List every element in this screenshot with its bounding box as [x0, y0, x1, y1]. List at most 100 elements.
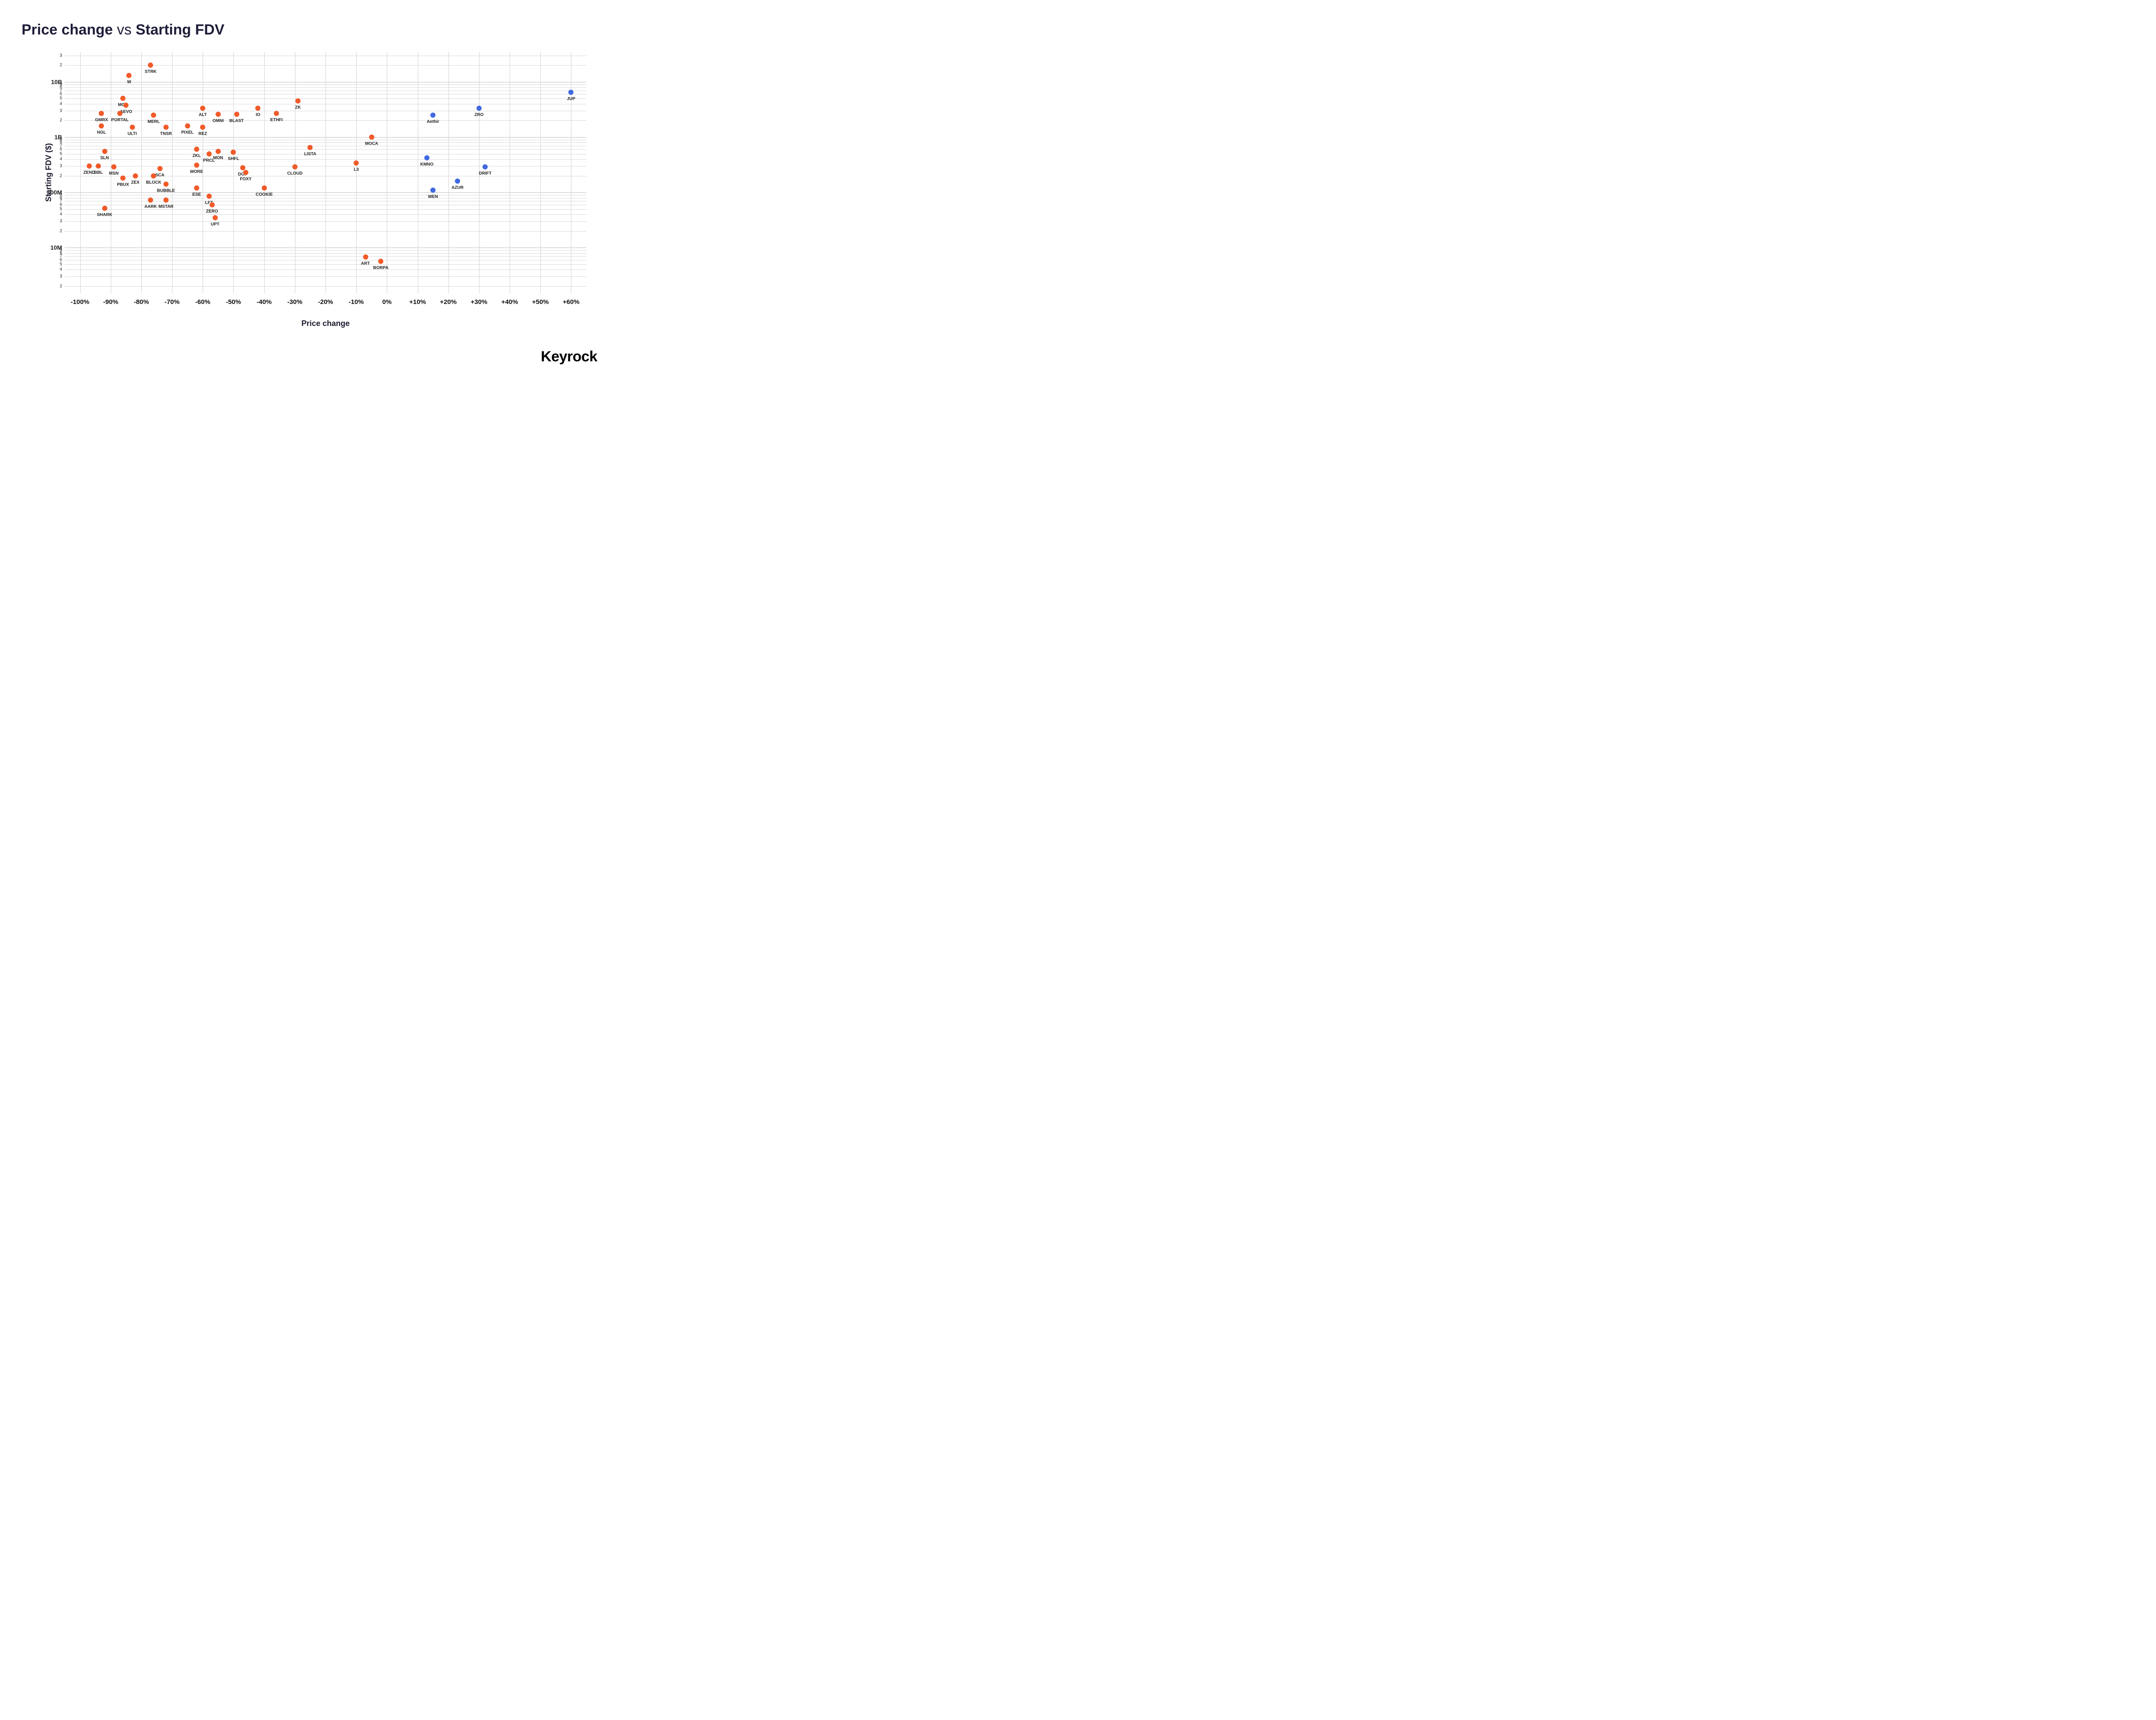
data-point-label: IO [256, 113, 260, 117]
data-point-label: Aethir [427, 119, 439, 124]
y-tick-minor: 3 [60, 53, 62, 58]
data-point [133, 173, 138, 179]
y-tick-minor: 2 [60, 284, 62, 288]
grid-line-vertical [540, 52, 541, 293]
data-point [234, 112, 239, 117]
grid-line-vertical [264, 52, 265, 293]
x-tick-label: +30% [470, 298, 487, 306]
y-tick-minor: 2 [60, 229, 62, 233]
data-point-label: FOXY [240, 177, 251, 182]
data-point-label: ZK [295, 105, 301, 110]
data-point [163, 197, 169, 203]
data-point [151, 113, 156, 118]
x-tick-label: -90% [103, 298, 118, 306]
x-tick-label: -30% [287, 298, 302, 306]
data-point-label: MSN [109, 171, 119, 176]
y-tick-minor: 5 [60, 96, 62, 101]
y-tick-minor: 2 [60, 173, 62, 178]
y-tick-minor: 4 [60, 101, 62, 106]
page-root: Price change vs Starting FDV 23456789234… [0, 0, 617, 387]
grid-line-vertical [141, 52, 142, 293]
data-point [240, 165, 245, 170]
data-point-label: SCA [155, 173, 164, 178]
data-point [120, 96, 125, 101]
data-point [102, 149, 107, 154]
data-point [255, 106, 260, 111]
data-point-label: L3 [354, 167, 359, 172]
y-tick-minor: 3 [60, 163, 62, 168]
data-point [216, 149, 221, 154]
data-point [213, 215, 218, 220]
y-tick-major: 10M [50, 244, 62, 251]
data-point [424, 155, 429, 160]
grid-line-vertical [80, 52, 81, 293]
data-point-label: UPT [211, 222, 219, 227]
data-point [295, 98, 301, 103]
data-point-label: OMNI [213, 119, 224, 123]
x-tick-label: -40% [257, 298, 272, 306]
y-tick-minor: 2 [60, 118, 62, 123]
chart-area: 234567892345678923456789234567892310M100… [65, 52, 586, 293]
grid-line-vertical [233, 52, 234, 293]
data-point-label: REZ [198, 132, 207, 136]
y-tick-minor: 4 [60, 212, 62, 217]
data-point [126, 73, 132, 78]
data-point [151, 173, 156, 179]
data-point [200, 106, 205, 111]
data-point-label: ETHFI [270, 118, 283, 122]
data-point [130, 125, 135, 130]
data-point-label: WEN [428, 194, 438, 199]
data-point [363, 254, 368, 260]
data-point [207, 194, 212, 199]
data-point-label: AZUR [451, 185, 464, 190]
data-point [476, 106, 482, 111]
data-point-label: NGL [97, 130, 106, 135]
x-tick-label: -10% [349, 298, 364, 306]
data-point-label: LISTA [304, 152, 316, 157]
y-tick-minor: 4 [60, 267, 62, 272]
data-point [99, 111, 104, 116]
data-point [455, 179, 460, 184]
data-point [369, 135, 374, 140]
x-tick-label: -20% [318, 298, 333, 306]
data-point [148, 197, 153, 203]
y-tick-major: 1B [54, 134, 62, 141]
data-point-label: PORTAL [111, 118, 128, 122]
title-vs: vs [117, 22, 135, 38]
title-part1: Price change [22, 22, 117, 38]
data-point [96, 163, 101, 169]
data-point-label: GMRX [95, 118, 108, 122]
y-tick-minor: 2 [60, 63, 62, 68]
data-point-label: MERL [147, 119, 160, 124]
data-point-label: MSTAR [158, 204, 173, 209]
scatter-plot: 234567892345678923456789234567892310M100… [65, 52, 586, 293]
data-point-label: SLN [100, 156, 109, 160]
y-tick-minor: 5 [60, 207, 62, 211]
data-point [87, 163, 92, 169]
data-point-label: CLOUD [287, 171, 303, 176]
data-point-label: ZEX [131, 180, 139, 185]
data-point [194, 163, 199, 168]
x-tick-label: +60% [563, 298, 580, 306]
data-point [354, 160, 359, 166]
data-point [430, 113, 436, 118]
data-point-label: MOCA [365, 141, 378, 146]
y-tick-minor: 5 [60, 262, 62, 266]
data-point-label: PIXEL [181, 130, 194, 135]
data-point [194, 185, 199, 191]
data-point-label: W [127, 80, 131, 85]
data-point [157, 166, 163, 171]
data-point-label: ZRO [474, 113, 483, 117]
x-tick-label: +50% [532, 298, 549, 306]
data-point-label: BBL [94, 170, 103, 175]
data-point-label: PBUX [117, 182, 129, 187]
data-point [102, 206, 107, 211]
data-point [262, 185, 267, 191]
data-point-label: COOKIE [256, 192, 273, 197]
chart-title: Price change vs Starting FDV [22, 22, 224, 38]
data-point-label: SHFL [228, 157, 239, 161]
data-point [483, 164, 488, 169]
data-point-label: ZKL [192, 154, 201, 158]
x-tick-label: -70% [165, 298, 180, 306]
data-point-label: STRK [145, 69, 157, 74]
